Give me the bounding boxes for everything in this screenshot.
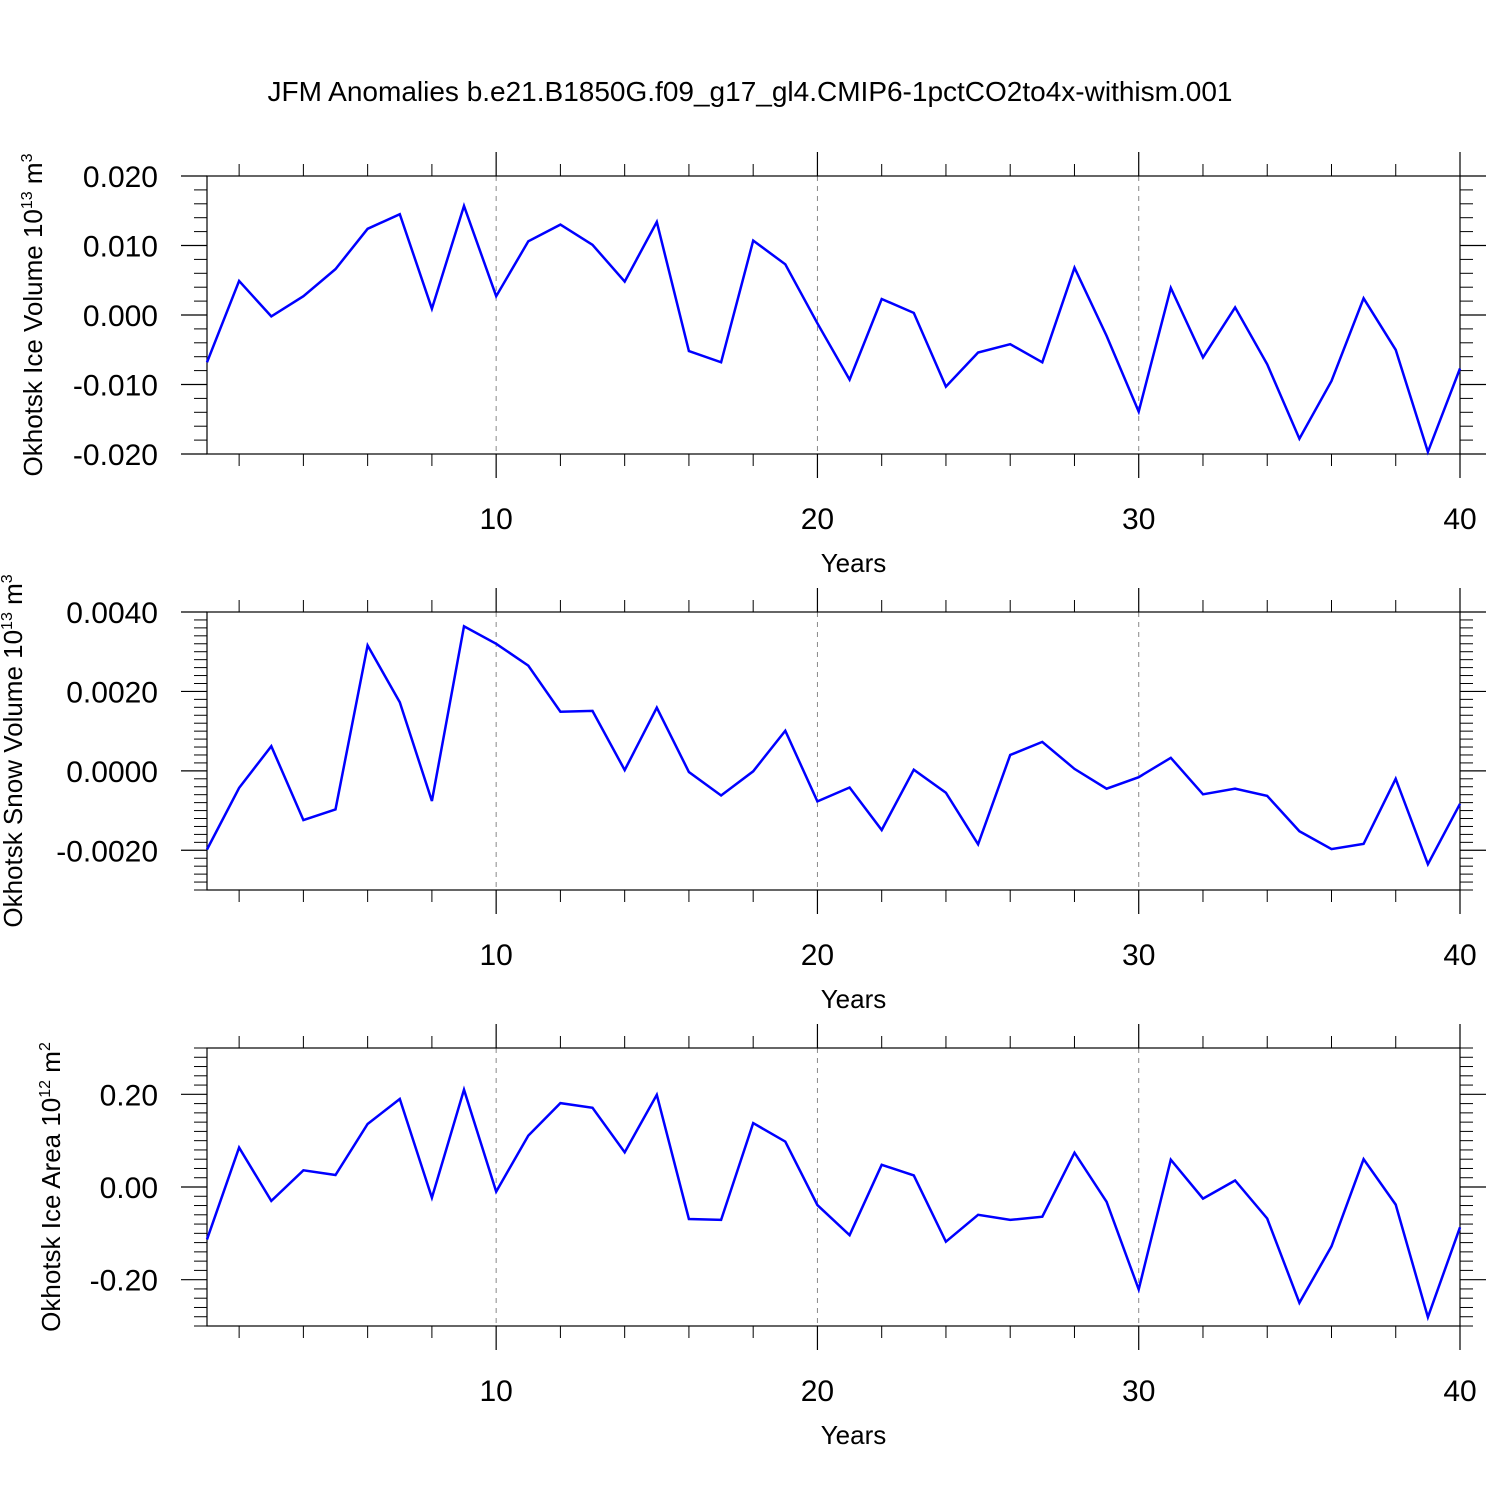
y-tick-label: -0.020	[73, 439, 158, 472]
y-tick-label: 0.20	[100, 1079, 158, 1112]
plot-frame	[206, 1047, 1461, 1327]
y-axis-label: Okhotsk Snow Volume 1013 m3	[0, 574, 28, 927]
y-axis-label: Okhotsk Ice Area 1012 m2	[36, 1042, 66, 1332]
chart-panel-2: 10 20 30 40 0.0040 0.0020 0.0000 -0.0020 Years Ok…	[0, 574, 1486, 1014]
y-tick-label: 0.0040	[66, 597, 158, 630]
series-line	[205, 1085, 1462, 1322]
x-tick-label: 20	[801, 939, 834, 972]
series-line	[205, 201, 1462, 456]
panels: 10 20 30 40 0.020 0.010 0.000 -0.010 -0.020 Years…	[0, 152, 1486, 1450]
y-tick-label: 0.020	[83, 161, 158, 194]
y-tick-label: -0.20	[90, 1265, 158, 1298]
x-tick-label: 20	[801, 503, 834, 536]
x-axis-label: Years	[821, 1420, 887, 1450]
y-tick-label: 0.0000	[66, 756, 158, 789]
chart-panel-3: 10 20 30 40 0.20 0.00 -0.20 Years Okhotsk Ice Ar…	[36, 1024, 1486, 1450]
x-tick-label: 40	[1443, 1375, 1476, 1408]
y-tick-label: 0.010	[83, 231, 158, 264]
series-line	[205, 624, 1462, 868]
x-tick-label: 10	[479, 1375, 512, 1408]
x-tick-label: 20	[801, 1375, 834, 1408]
x-axis-label: Years	[821, 548, 887, 578]
y-tick-label: -0.010	[73, 370, 158, 403]
x-tick-label: 10	[479, 503, 512, 536]
y-tick-label: 0.0020	[66, 676, 158, 709]
y-tick-label: 0.000	[83, 300, 158, 333]
x-tick-label: 30	[1122, 503, 1155, 536]
y-tick-label: -0.0020	[56, 835, 158, 868]
x-tick-label: 30	[1122, 939, 1155, 972]
x-axis-label: Years	[821, 984, 887, 1014]
y-tick-label: 0.00	[100, 1172, 158, 1205]
figure-title: JFM Anomalies b.e21.B1850G.f09_g17_gl4.C…	[268, 76, 1233, 107]
x-tick-label: 40	[1443, 503, 1476, 536]
x-tick-label: 30	[1122, 1375, 1155, 1408]
x-tick-label: 10	[479, 939, 512, 972]
chart-panel-1: 10 20 30 40 0.020 0.010 0.000 -0.010 -0.020 Years…	[18, 152, 1486, 578]
x-tick-label: 40	[1443, 939, 1476, 972]
y-axis-label: Okhotsk Ice Volume 1013 m3	[18, 153, 48, 476]
plot-frame	[206, 611, 1461, 891]
